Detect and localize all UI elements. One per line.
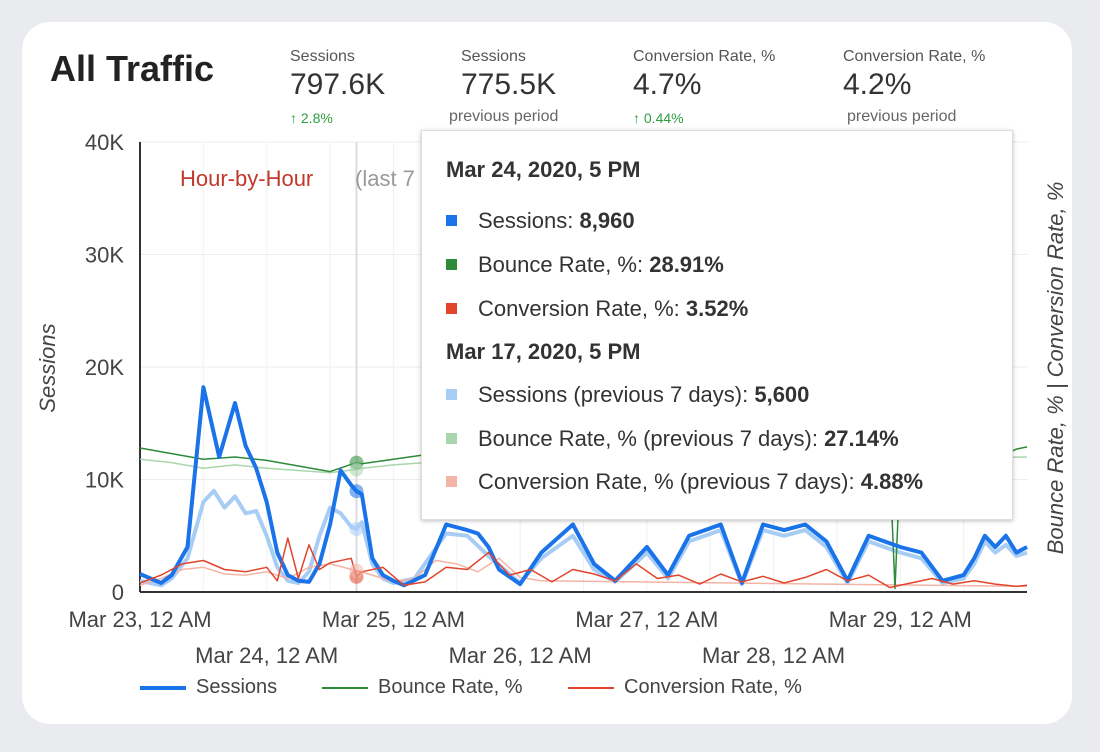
legend-swatch-icon (446, 215, 457, 226)
x-tick-label: Mar 28, 12 AM (702, 643, 845, 668)
arrow-up-icon: ↑ (633, 110, 640, 126)
kpi-value: 4.7% (633, 68, 702, 101)
y-tick-label: 30K (85, 243, 124, 268)
y-tick-label: 20K (85, 355, 124, 380)
tooltip-row-sessions-prev: Sessions (previous 7 days): 5,600 (446, 382, 809, 408)
tooltip-row-conversion: Conversion Rate, %: 3.52% (446, 296, 748, 322)
x-tick-label: Mar 27, 12 AM (575, 607, 718, 632)
hover-point (349, 462, 364, 477)
legend-swatch-icon (446, 259, 457, 270)
chart-tooltip: Mar 24, 2020, 5 PM Sessions: 8,960 Bounc… (421, 130, 1013, 520)
y-tick-label: 0 (112, 580, 124, 605)
x-tick-label: Mar 24, 12 AM (195, 643, 338, 668)
kpi-delta: ↑ 2.8% (290, 110, 333, 126)
hover-point (349, 522, 364, 536)
legend-item-bounce-rate[interactable]: Bounce Rate, % (322, 676, 523, 699)
kpi-value: 775.5K (461, 68, 557, 101)
kpi-label: Sessions (290, 48, 355, 65)
tooltip-row-sessions: Sessions: 8,960 (446, 208, 635, 234)
x-tick-label: Mar 26, 12 AM (449, 643, 592, 668)
kpi-label: Conversion Rate, % (843, 48, 986, 65)
legend-item-conversion-rate[interactable]: Conversion Rate, % (568, 676, 802, 699)
chart-subtitle-extra: (last 7 (355, 166, 415, 191)
hover-point (349, 484, 364, 499)
tooltip-row-conversion-prev: Conversion Rate, % (previous 7 days): 4.… (446, 469, 923, 495)
y-tick-label: 10K (85, 468, 124, 493)
hover-point (349, 563, 364, 578)
kpi-sessions[interactable]: Sessions 797.6K ↑ 2.8% (290, 48, 385, 126)
series-sessions-line (139, 385, 1028, 588)
page-title: All Traffic (50, 48, 215, 89)
legend-swatch-icon (446, 303, 457, 314)
y-axis-label: Sessions (35, 323, 60, 412)
tooltip-row-bounce-prev: Bounce Rate, % (previous 7 days): 27.14% (446, 426, 899, 452)
y-axis-label-right: Bounce Rate, % | Conversion Rate, % (1043, 182, 1068, 555)
tooltip-current-date: Mar 24, 2020, 5 PM (446, 157, 641, 182)
kpi-sessions-previous[interactable]: Sessions 775.5K previous period (449, 48, 558, 126)
x-tick-label: Mar 29, 12 AM (829, 607, 972, 632)
legend-line-icon (322, 686, 368, 689)
kpi-label: Sessions (461, 48, 526, 65)
y-tick-label: 40K (85, 130, 124, 155)
series-conversion-rate-line (139, 537, 1028, 589)
kpi-sub: previous period (847, 108, 957, 125)
legend-swatch-icon (446, 433, 457, 444)
x-tick-label: Mar 23, 12 AM (68, 607, 211, 632)
legend-line-icon (568, 686, 614, 689)
series-sessions-previous-line (139, 488, 1028, 588)
legend-item-sessions[interactable]: Sessions (140, 676, 277, 699)
tooltip-previous-date: Mar 17, 2020, 5 PM (446, 339, 641, 364)
kpi-conversion-rate-previous[interactable]: Conversion Rate, % 4.2% previous period (843, 48, 985, 126)
tooltip-row-bounce: Bounce Rate, %: 28.91% (446, 252, 724, 278)
kpi-conversion-rate[interactable]: Conversion Rate, % 4.7% ↑ 0.44% (633, 48, 775, 126)
kpi-delta: ↑ 0.44% (633, 110, 684, 126)
kpi-label: Conversion Rate, % (633, 48, 776, 65)
kpi-sub: previous period (449, 108, 559, 125)
x-tick-label: Mar 25, 12 AM (322, 607, 465, 632)
legend-swatch-icon (446, 389, 457, 400)
kpi-value: 4.2% (843, 68, 912, 101)
chart-subtitle: Hour-by-Hour (180, 166, 313, 191)
arrow-up-icon: ↑ (290, 110, 297, 126)
legend-swatch-icon (446, 476, 457, 487)
legend-line-icon (140, 685, 186, 690)
kpi-value: 797.6K (290, 68, 386, 101)
